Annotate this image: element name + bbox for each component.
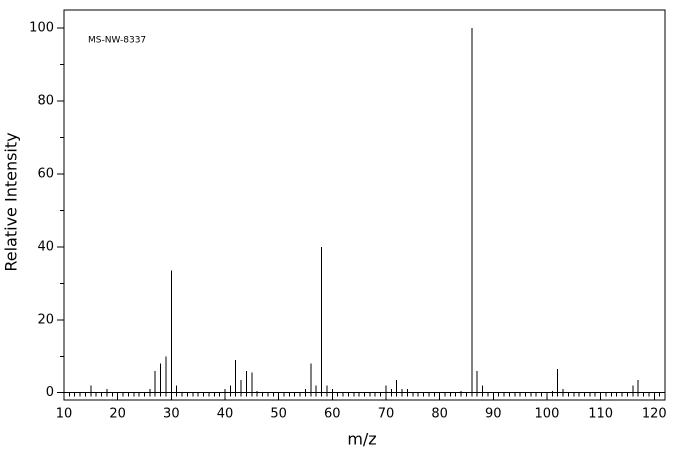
x-axis-label: m/z [347,430,376,449]
x-tick-label: 50 [270,407,287,422]
x-tick-label: 20 [109,407,126,422]
y-axis-label: Relative Intensity [2,132,21,271]
x-tick-label: 120 [642,407,667,422]
plot-frame [63,9,666,401]
x-tick-label: 40 [217,407,234,422]
y-tick-label: 100 [29,21,54,36]
y-tick-label: 60 [37,167,54,182]
y-tick-label: 80 [37,94,54,109]
x-tick-label: 70 [378,407,395,422]
y-tick-label: 20 [37,312,54,327]
x-tick-label: 60 [324,407,341,422]
y-tick-label: 0 [46,385,54,400]
annotation: MS-NW-8337 [88,36,146,46]
y-tick-label: 40 [37,239,54,254]
x-tick-label: 30 [163,407,180,422]
x-tick-label: 10 [56,407,73,422]
x-tick-label: 80 [431,407,448,422]
x-tick-label: 100 [535,407,560,422]
x-tick-label: 90 [485,407,502,422]
x-tick-label: 110 [588,407,613,422]
